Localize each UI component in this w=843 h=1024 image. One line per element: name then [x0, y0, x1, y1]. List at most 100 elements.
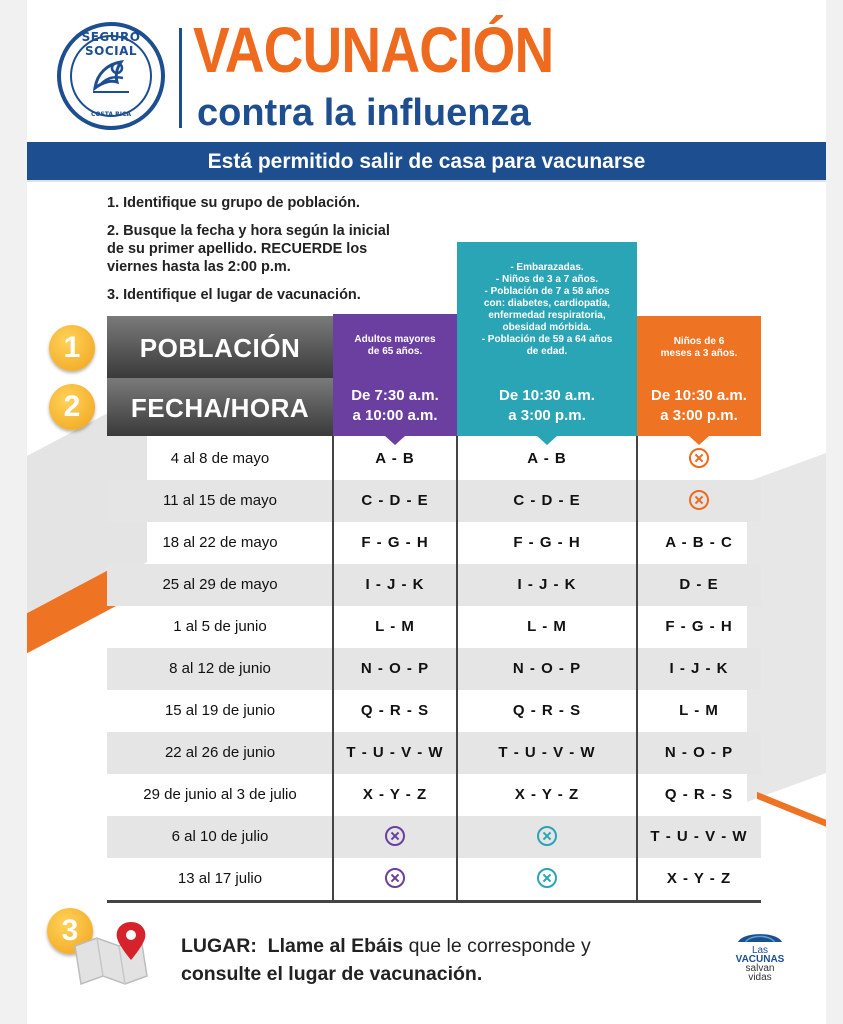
banner-text: Está permitido salir de casa para vacuna…	[207, 150, 646, 173]
column-divider	[636, 436, 638, 900]
header-pointer	[689, 436, 709, 445]
group-label: - Población de 7 a 58 años	[484, 286, 610, 297]
x-circle-icon	[385, 825, 405, 846]
las-vacunas-logo: Las VACUNAS salvan vidas	[727, 928, 793, 984]
column-divider	[456, 436, 458, 900]
not-applicable-cell	[333, 816, 457, 858]
step-number: 3	[61, 914, 79, 947]
letters-cell: T - U - V - W	[498, 744, 596, 761]
date-cell: 29 de junio al 3 de julio	[143, 786, 297, 803]
poster: SEGURO SOCIAL COSTA RICA VACUNACIÓN cont…	[27, 0, 826, 1024]
fecha-hora-text: FECHA/HORA	[130, 393, 310, 423]
logo-bottom-text: COSTA RICA	[90, 111, 132, 118]
step-number: 1	[63, 331, 81, 364]
date-cell: 8 al 12 de junio	[169, 660, 271, 677]
group-label: enfermedad respiratoria,	[488, 310, 606, 321]
group-header-adultos: Adultos mayores de 65 años.	[333, 314, 457, 378]
letters-cell: Q - R - S	[664, 786, 734, 803]
table-row: 6 al 10 de julio T - U - V - W	[107, 816, 761, 858]
table-row: 4 al 8 de mayo A - B A - B	[107, 438, 761, 480]
letters-cell: F - G - H	[513, 534, 581, 551]
letters-cell: N - O - P	[360, 660, 430, 677]
date-cell: 15 al 19 de junio	[164, 702, 276, 719]
lugar-instructions: LUGAR: Llame al Ebáis que le corresponde…	[181, 932, 591, 988]
poblacion-label: POBLACIÓN	[107, 316, 333, 378]
group-label: meses a 3 años.	[660, 348, 738, 359]
x-circle-icon	[537, 867, 557, 888]
letters-cell: A - B	[375, 450, 415, 467]
vac-logo-text: Las	[751, 945, 769, 956]
table-row: 1 al 5 de junio L - M L - M F - G - H	[107, 606, 761, 648]
decor-stripe	[757, 791, 826, 836]
time-end: a 3:00 p.m.	[660, 407, 738, 424]
lugar-bold: Llame al Ebáis	[267, 935, 404, 957]
table-row: 15 al 19 de junio Q - R - S Q - R - S L - M	[107, 690, 761, 732]
letters-cell: I - J - K	[365, 576, 425, 593]
date-cell: 25 al 29 de mayo	[162, 576, 278, 593]
group-label: obesidad mórbida.	[502, 322, 592, 333]
letters-cell: D - E	[679, 576, 719, 593]
date-cell: 4 al 8 de mayo	[170, 450, 270, 467]
lugar-label: LUGAR:	[181, 935, 257, 957]
letters-cell: L - M	[375, 618, 415, 635]
vac-logo-text: VACUNAS	[735, 954, 785, 965]
column-divider	[332, 436, 334, 900]
letters-cell: T - U - V - W	[650, 828, 748, 845]
date-cell: 11 al 15 de mayo	[163, 492, 277, 509]
table-row: 8 al 12 de junio N - O - P N - O - P I - J …	[107, 648, 761, 690]
table-row: 13 al 17 julio X - Y - Z	[107, 858, 761, 900]
group-label: de 65 años.	[367, 346, 423, 357]
not-applicable-cell	[457, 858, 637, 900]
time-start: De 10:30 a.m.	[651, 387, 747, 404]
letters-cell: X - Y - Z	[362, 786, 428, 803]
letters-cell: I - J - K	[517, 576, 577, 593]
vac-logo-text: salvan	[745, 963, 775, 974]
fecha-hora-label: FECHA/HORA	[107, 378, 333, 436]
logo-top-text: SEGURO SOCIAL	[81, 30, 141, 58]
letters-cell: X - Y - Z	[666, 870, 732, 887]
logo-ring	[70, 35, 152, 117]
step-number: 2	[63, 390, 81, 423]
x-circle-icon	[689, 489, 709, 510]
letters-cell: Q - R - S	[512, 702, 582, 719]
group-label: Adultos mayores	[354, 334, 436, 345]
table-row: 11 al 15 de mayo C - D - E C - D - E	[107, 480, 761, 522]
page-subtitle: contra la influenza	[197, 92, 531, 134]
group-label: Niños de 6	[673, 336, 725, 347]
seguro-social-logo: SEGURO SOCIAL COSTA RICA	[57, 22, 165, 130]
letters-cell: X - Y - Z	[514, 786, 580, 803]
step-1-badge: 1	[49, 325, 95, 371]
instruction-2-cont: viernes hasta las 2:00 p.m.	[107, 259, 291, 275]
time-riesgo: De 10:30 a.m. a 3:00 p.m.	[457, 378, 637, 436]
header-pointer	[537, 436, 557, 445]
group-label: - Población de 59 a 64 años	[481, 334, 613, 345]
header-pointer	[385, 436, 405, 445]
lugar-line-1: LUGAR: Llame al Ebáis que le corresponde…	[181, 932, 591, 960]
x-circle-icon	[385, 867, 405, 888]
table-row: 25 al 29 de mayo I - J - K I - J - K D - E	[107, 564, 761, 606]
poblacion-text: POBLACIÓN	[139, 333, 301, 363]
not-applicable-cell	[637, 480, 761, 522]
step-2-badge: 2	[49, 384, 95, 430]
letters-cell: I - J - K	[669, 660, 729, 677]
not-applicable-cell	[457, 816, 637, 858]
time-start: De 10:30 a.m.	[499, 387, 595, 404]
time-start: De 7:30 a.m.	[351, 387, 439, 404]
page-title: VACUNACIÓN	[193, 14, 554, 86]
letters-cell: N - O - P	[512, 660, 582, 677]
vac-logo-text: vidas	[748, 972, 772, 983]
time-end: a 3:00 p.m.	[508, 407, 586, 424]
instruction-2-cont: de su primer apellido. RECUERDE los	[107, 241, 368, 257]
date-cell: 22 al 26 de junio	[164, 744, 276, 761]
letters-cell: T - U - V - W	[346, 744, 444, 761]
not-applicable-cell	[637, 438, 761, 480]
letters-cell: Q - R - S	[360, 702, 430, 719]
time-adultos: De 7:30 a.m. a 10:00 a.m.	[333, 378, 457, 436]
group-label: - Embarazadas.	[510, 262, 584, 273]
group-header-riesgo: - Embarazadas. - Niños de 3 a 7 años. - …	[457, 242, 637, 378]
table-bottom-rule	[107, 900, 761, 903]
letters-cell: A - B - C	[665, 534, 733, 551]
instruction-3: 3. Identifique el lugar de vacunación.	[107, 287, 361, 303]
header-divider	[179, 28, 182, 128]
letters-cell: F - G - H	[361, 534, 429, 551]
